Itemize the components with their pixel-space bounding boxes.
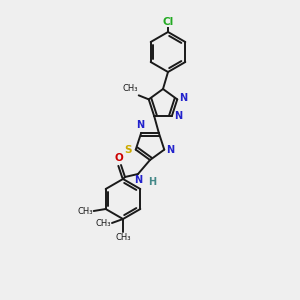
Text: N: N: [134, 175, 142, 185]
Text: N: N: [136, 120, 144, 130]
Text: CH₃: CH₃: [77, 206, 93, 215]
Text: H: H: [148, 177, 156, 187]
Text: CH₃: CH₃: [95, 218, 111, 227]
Text: CH₃: CH₃: [122, 84, 138, 93]
Text: O: O: [115, 153, 123, 163]
Text: Cl: Cl: [162, 17, 174, 27]
Text: S: S: [124, 145, 132, 154]
Text: N: N: [174, 111, 182, 121]
Text: N: N: [166, 145, 174, 154]
Text: N: N: [179, 93, 188, 103]
Text: CH₃: CH₃: [115, 233, 131, 242]
